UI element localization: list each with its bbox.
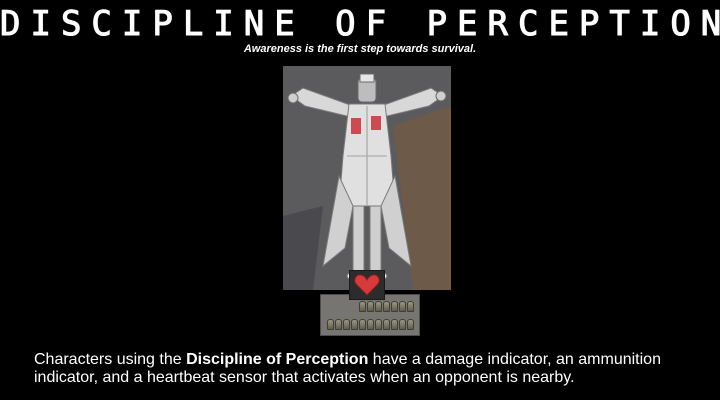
bullet-icon [399, 319, 406, 330]
ammo-row-top [327, 301, 414, 312]
page-title: DISCIPLINE OF PERCEPTION [0, 4, 720, 45]
bullet-icon [335, 319, 342, 330]
bullet-icon [375, 319, 382, 330]
bullet-icon [391, 319, 398, 330]
bullet-icon [367, 319, 374, 330]
bullet-icon [407, 319, 414, 330]
bullet-icon [383, 319, 390, 330]
heart-icon [354, 274, 380, 296]
bullet-icon [343, 319, 350, 330]
bullet-icon [367, 301, 374, 312]
description-text: Characters using the Discipline of Perce… [34, 351, 714, 387]
description-emphasis: Discipline of Perception [186, 351, 369, 368]
bullet-icon [391, 301, 398, 312]
bullet-icon [351, 319, 358, 330]
character-damage-indicator [283, 66, 451, 290]
bullet-icon [327, 319, 334, 330]
bullet-icon [359, 319, 366, 330]
description-suffix: have a damage indicator, an ammunition i… [34, 351, 661, 386]
heartbeat-sensor [349, 270, 385, 300]
bullet-icon [359, 301, 366, 312]
character-figure-icon [283, 66, 451, 290]
bullet-icon [407, 301, 414, 312]
bullet-icon [375, 301, 382, 312]
ammunition-indicator [320, 294, 420, 336]
ammo-row-bottom [327, 319, 414, 330]
bullet-icon [399, 301, 406, 312]
page-subtitle: Awareness is the first step towards surv… [243, 43, 477, 55]
description-prefix: Characters using the [34, 351, 187, 368]
bullet-icon [383, 301, 390, 312]
